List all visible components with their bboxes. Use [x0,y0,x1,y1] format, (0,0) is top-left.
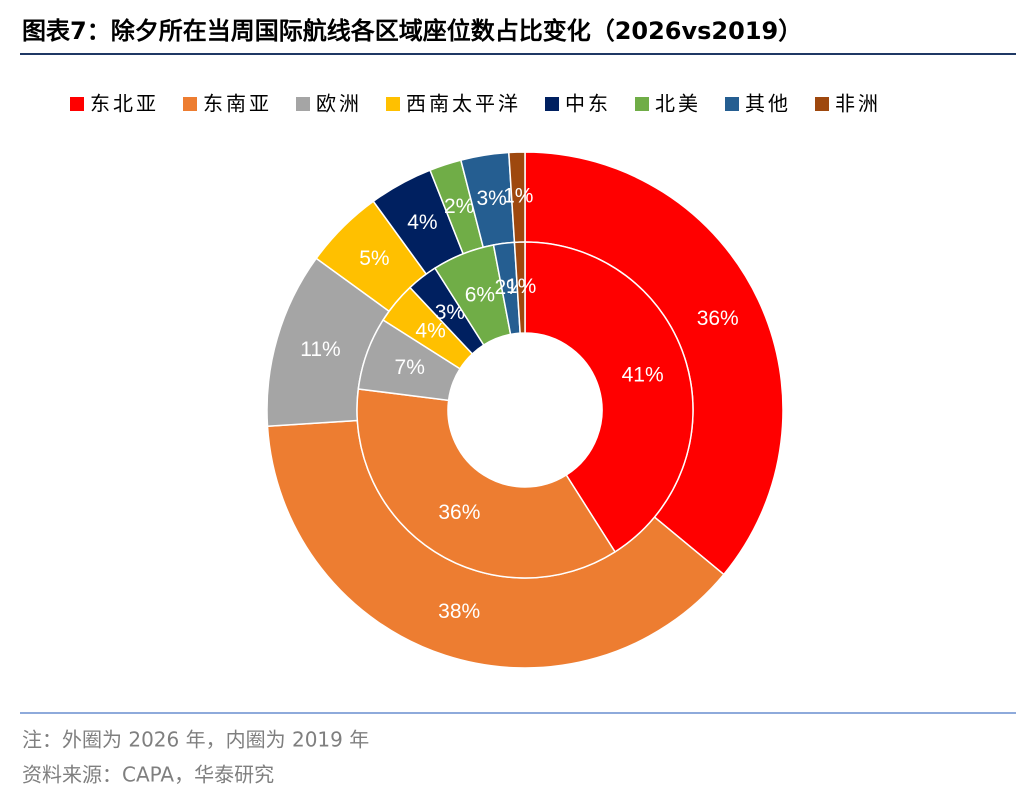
wedge [524,241,694,553]
legend-swatch [183,97,197,111]
data-label: 11% [300,338,340,361]
data-label: 3% [435,301,465,324]
source: 资料来源：CAPA，华泰研究 [22,763,274,787]
legend-swatch [545,97,559,111]
legend-label: 东南亚 [203,92,272,116]
data-label: 1% [506,275,536,298]
data-label: 2% [444,195,474,218]
data-label: 41% [622,363,664,386]
legend-swatch [725,97,739,111]
data-label: 38% [438,600,480,623]
data-label: 5% [359,247,389,270]
data-label: 4% [415,319,445,342]
legend-label: 中东 [565,92,611,116]
legend-label: 东北亚 [90,92,159,116]
chart-title: 图表7：除夕所在当周国际航线各区域座位数占比变化（2026vs2019） [22,17,802,45]
data-label: 36% [697,307,739,330]
legend-swatch [635,97,649,111]
legend-label: 非洲 [835,92,881,116]
note: 注：外圈为 2026 年，内圈为 2019 年 [22,728,369,752]
legend-swatch [815,97,829,111]
data-label: 6% [465,284,495,307]
legend-label: 西南太平洋 [406,92,521,116]
data-label: 3% [476,187,506,210]
data-label: 4% [407,211,437,234]
data-label: 1% [503,185,533,208]
data-label: 36% [438,501,480,524]
legend-swatch [70,97,84,111]
legend-label: 欧洲 [316,92,362,116]
wedge [513,241,526,334]
legend-swatch [386,97,400,111]
legend-label: 其他 [745,92,791,116]
legend-swatch [296,97,310,111]
wedge [356,388,617,579]
data-label: 7% [395,356,425,379]
legend-label: 北美 [655,92,701,116]
